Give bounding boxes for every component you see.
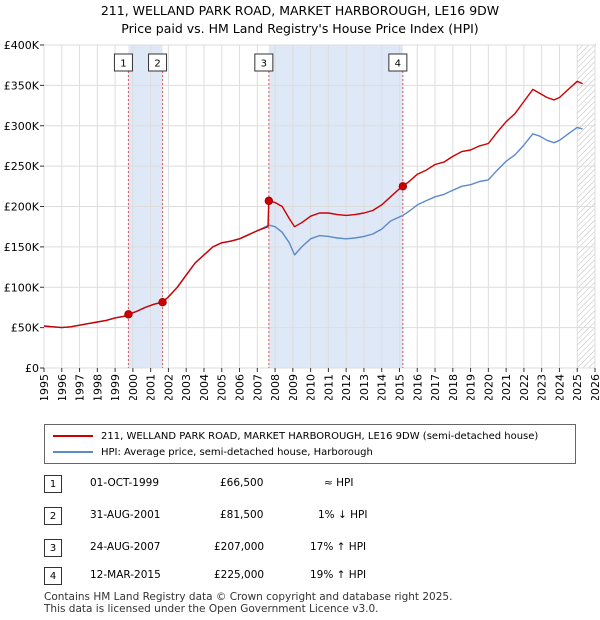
x-tick-label: 2014 — [376, 374, 389, 400]
x-tick-label: 2015 — [394, 374, 407, 400]
y-tick-label: £50K — [11, 322, 40, 335]
x-tick-label: 2004 — [198, 374, 211, 400]
sale-hpi-comparison: 1% ↓ HPI — [318, 509, 368, 521]
x-tick-label: 2011 — [322, 374, 335, 400]
x-tick-label: 1998 — [91, 374, 104, 400]
sale-date: 01-OCT-1999 — [90, 477, 159, 489]
sale-point — [124, 310, 133, 319]
price-chart: 1 2 3 4 £0 £50K £100K £150K £200K £250K £300K £350… — [4, 39, 600, 400]
x-tick-label: 1999 — [109, 374, 122, 400]
property-series-line — [43, 80, 583, 329]
x-tick-label: 2018 — [447, 374, 460, 400]
y-tick-label: £350K — [4, 79, 40, 92]
x-tick-label: 2012 — [340, 374, 353, 400]
x-tick-label: 1995 — [38, 374, 51, 400]
y-tick-label: £400K — [4, 39, 40, 52]
sale-number-badge: 4 — [44, 567, 62, 585]
sale-hpi-comparison: 17% ↑ HPI — [310, 541, 367, 553]
sale-number-badge: 3 — [44, 539, 62, 557]
sale-number-badge: 2 — [44, 507, 62, 525]
x-tick-label: 2026 — [589, 374, 600, 400]
x-tick-label: 2001 — [145, 374, 158, 400]
sale-label-box — [148, 53, 168, 72]
y-tick-label: £100K — [4, 281, 40, 294]
y-tick-label: £200K — [4, 201, 40, 214]
y-tick-label: £250K — [4, 160, 40, 173]
x-tick-label: 2003 — [180, 374, 193, 400]
sale-date: 12-MAR-2015 — [90, 569, 161, 581]
x-tick-label: 2016 — [411, 374, 424, 400]
footer-copyright: Contains HM Land Registry data © Crown c… — [44, 591, 453, 603]
x-tick-label: 2006 — [234, 374, 247, 400]
y-tick-label: £150K — [4, 241, 40, 254]
x-tick-label: 2023 — [536, 374, 549, 400]
sale-date: 31-AUG-2001 — [90, 509, 161, 521]
y-tick-label: £0 — [25, 362, 39, 375]
footer-licence: This data is licensed under the Open Gov… — [44, 603, 379, 615]
legend-swatch-hpi — [53, 451, 93, 453]
sale-date: 24-AUG-2007 — [90, 541, 161, 553]
sale-label-box — [388, 53, 408, 72]
sale-label-box — [254, 53, 274, 72]
x-tick-label: 2008 — [269, 374, 282, 400]
sale-number-badge: 1 — [44, 475, 62, 493]
sale-point — [398, 182, 408, 191]
y-tick-label: £300K — [4, 120, 40, 133]
sale-label: 2 — [154, 59, 160, 70]
sale-price: £81,500 — [220, 509, 264, 521]
legend-swatch-property — [53, 435, 93, 437]
chart-title: 211, WELLAND PARK ROAD, MARKET HARBOROUG… — [100, 3, 500, 18]
sale-label-box — [113, 53, 133, 72]
x-tick-label: 2007 — [251, 374, 264, 400]
x-tick-label: 1997 — [74, 374, 87, 400]
legend: 211, WELLAND PARK ROAD, MARKET HARBOROUG… — [44, 424, 576, 464]
x-tick-label: 2009 — [287, 374, 300, 400]
x-tick-label: 2013 — [358, 374, 371, 400]
legend-item-property: 211, WELLAND PARK ROAD, MARKET HARBOROUG… — [53, 428, 538, 444]
x-tick-label: 2020 — [482, 374, 495, 400]
x-tick-label: 2000 — [127, 374, 140, 400]
sale-hpi-comparison: 19% ↑ HPI — [310, 569, 367, 581]
sale-label: 4 — [395, 59, 401, 70]
sale-point — [158, 297, 167, 307]
sale-price: £207,000 — [214, 541, 265, 553]
x-tick-label: 2022 — [518, 374, 531, 400]
x-tick-label: 2017 — [429, 374, 442, 400]
x-tick-label: 2025 — [571, 374, 584, 400]
x-tick-label: 2019 — [465, 374, 478, 400]
sale-label: 1 — [120, 59, 126, 70]
sale-price: £225,000 — [214, 569, 265, 581]
x-tick-label: 2005 — [216, 374, 229, 400]
sale-label: 3 — [261, 59, 267, 70]
x-tick-label: 2002 — [162, 374, 175, 400]
x-tick-label: 2021 — [500, 374, 513, 400]
chart-subtitle: Price paid vs. HM Land Registry's House … — [121, 21, 479, 36]
sale-point — [264, 196, 274, 206]
legend-label-property: 211, WELLAND PARK ROAD, MARKET HARBOROUG… — [101, 430, 539, 442]
sale-hpi-comparison: ≈ HPI — [324, 477, 354, 489]
sale-price: £66,500 — [220, 477, 264, 489]
x-tick-label: 2010 — [305, 374, 318, 400]
x-tick-label: 2024 — [554, 374, 567, 400]
legend-item-hpi: HPI: Average price, semi-detached house,… — [53, 444, 373, 460]
legend-label-hpi: HPI: Average price, semi-detached house,… — [101, 446, 373, 458]
x-tick-label: 1996 — [56, 374, 69, 400]
